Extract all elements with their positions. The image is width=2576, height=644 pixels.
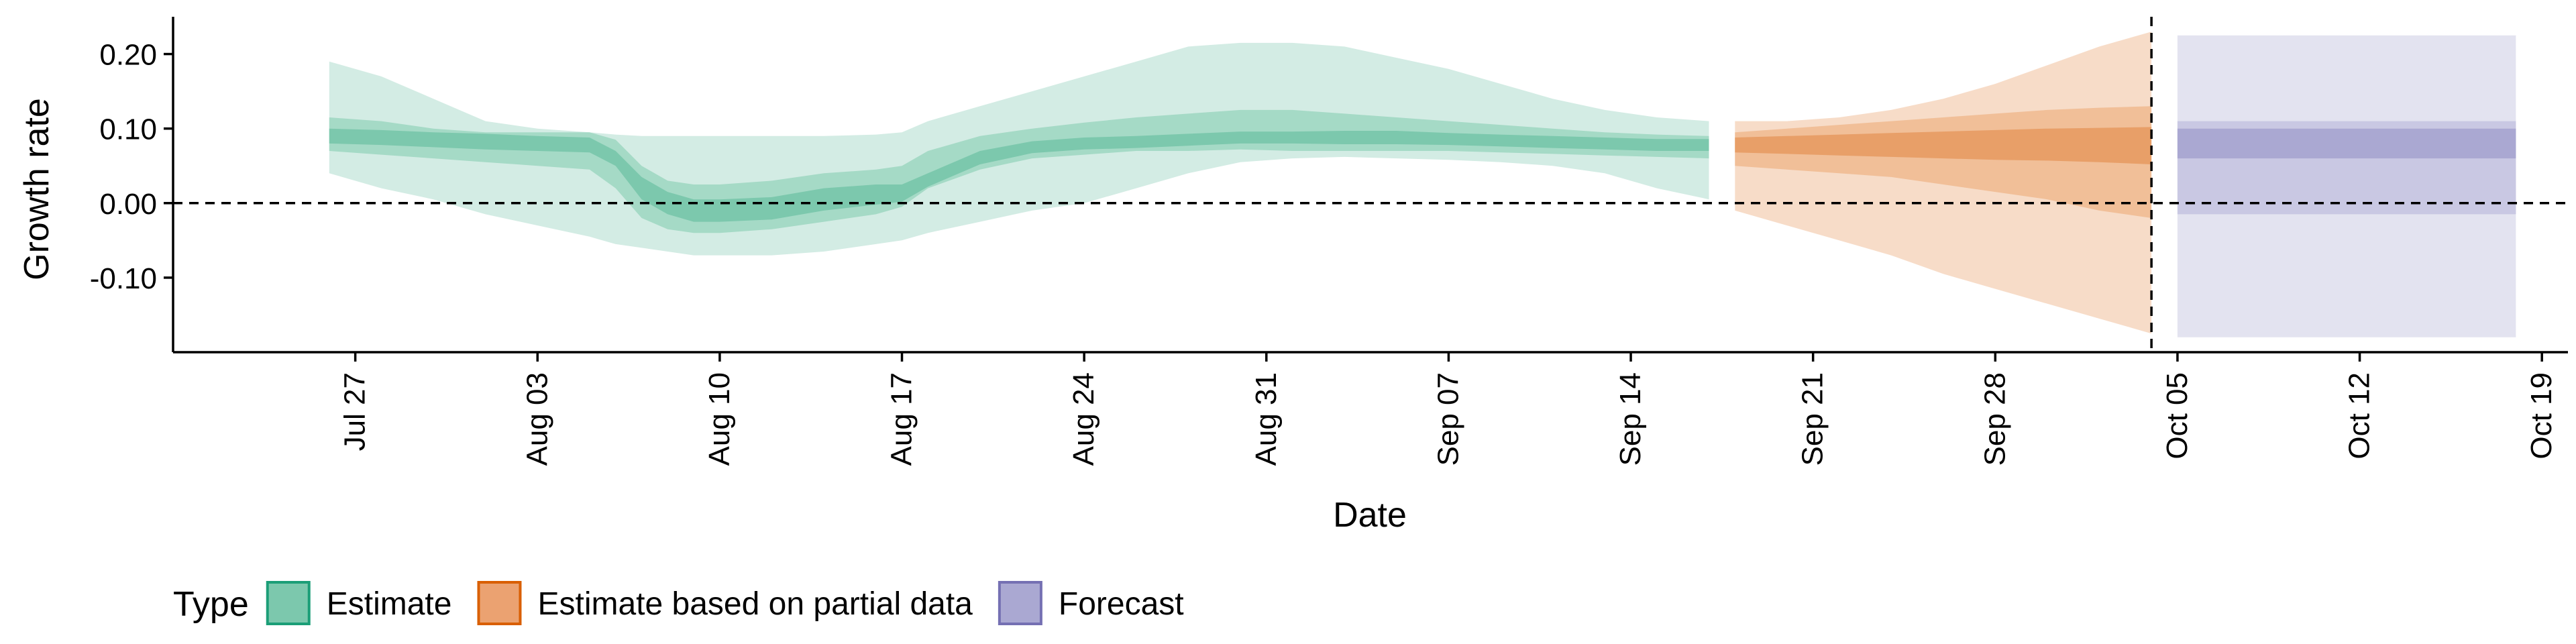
bands-layer xyxy=(329,32,2516,337)
legend-swatch xyxy=(266,581,311,625)
x-tick-label: Aug 17 xyxy=(885,372,918,466)
y-tick-label: 0.10 xyxy=(99,113,157,146)
legend-swatch xyxy=(998,581,1042,625)
y-axis-ticks: 0.20 0.10 0.00 -0.10 xyxy=(90,39,173,295)
series-estimate-based-on-partial-data xyxy=(1735,32,2152,334)
x-tick-label: Sep 28 xyxy=(1978,372,2011,466)
legend-title: Type xyxy=(173,585,249,624)
band-20-estimate xyxy=(329,128,1709,222)
x-tick-label: Aug 10 xyxy=(703,372,736,466)
y-tick-label: 0.20 xyxy=(99,39,157,72)
series-forecast xyxy=(2177,35,2516,337)
series-estimate xyxy=(329,42,1709,256)
y-tick-label: 0.00 xyxy=(99,188,157,221)
legend-item: Estimate xyxy=(266,581,452,625)
band-20-forecast xyxy=(2177,128,2516,159)
y-tick-label: -0.10 xyxy=(90,262,157,295)
legend-item: Forecast xyxy=(998,581,1184,625)
reference-lines xyxy=(173,17,2568,352)
x-tick-label: Sep 14 xyxy=(1614,372,1647,466)
y-axis-label: Growth rate xyxy=(17,98,56,280)
x-tick-label: Aug 31 xyxy=(1250,372,1283,466)
band-20-estimate-based-on-partial-data xyxy=(1735,127,2152,164)
x-tick-label: Oct 19 xyxy=(2525,372,2558,460)
x-tick-label: Sep 21 xyxy=(1796,372,1829,466)
x-tick-label: Sep 07 xyxy=(1432,372,1464,466)
legend-label: Forecast xyxy=(1059,586,1184,622)
legend-item: Estimate based on partial data xyxy=(477,581,973,625)
legend-label: Estimate based on partial data xyxy=(537,586,973,622)
x-tick-label: Oct 12 xyxy=(2343,372,2376,460)
x-tick-label: Aug 24 xyxy=(1067,372,1100,466)
x-axis-label: Date xyxy=(1333,496,1407,535)
legend: Type Estimate Estimate based on partial d… xyxy=(173,581,1184,625)
x-tick-label: Aug 03 xyxy=(521,372,553,466)
legend-label: Estimate xyxy=(327,586,452,622)
legend-swatch xyxy=(477,581,522,625)
x-axis-ticks: Jul 27 Aug 03 Aug 10 Aug 17 Aug 24 Aug 31 Sep … xyxy=(339,352,2558,466)
axes xyxy=(172,17,2568,354)
x-tick-label: Oct 05 xyxy=(2161,372,2194,460)
x-tick-label: Jul 27 xyxy=(339,372,372,451)
